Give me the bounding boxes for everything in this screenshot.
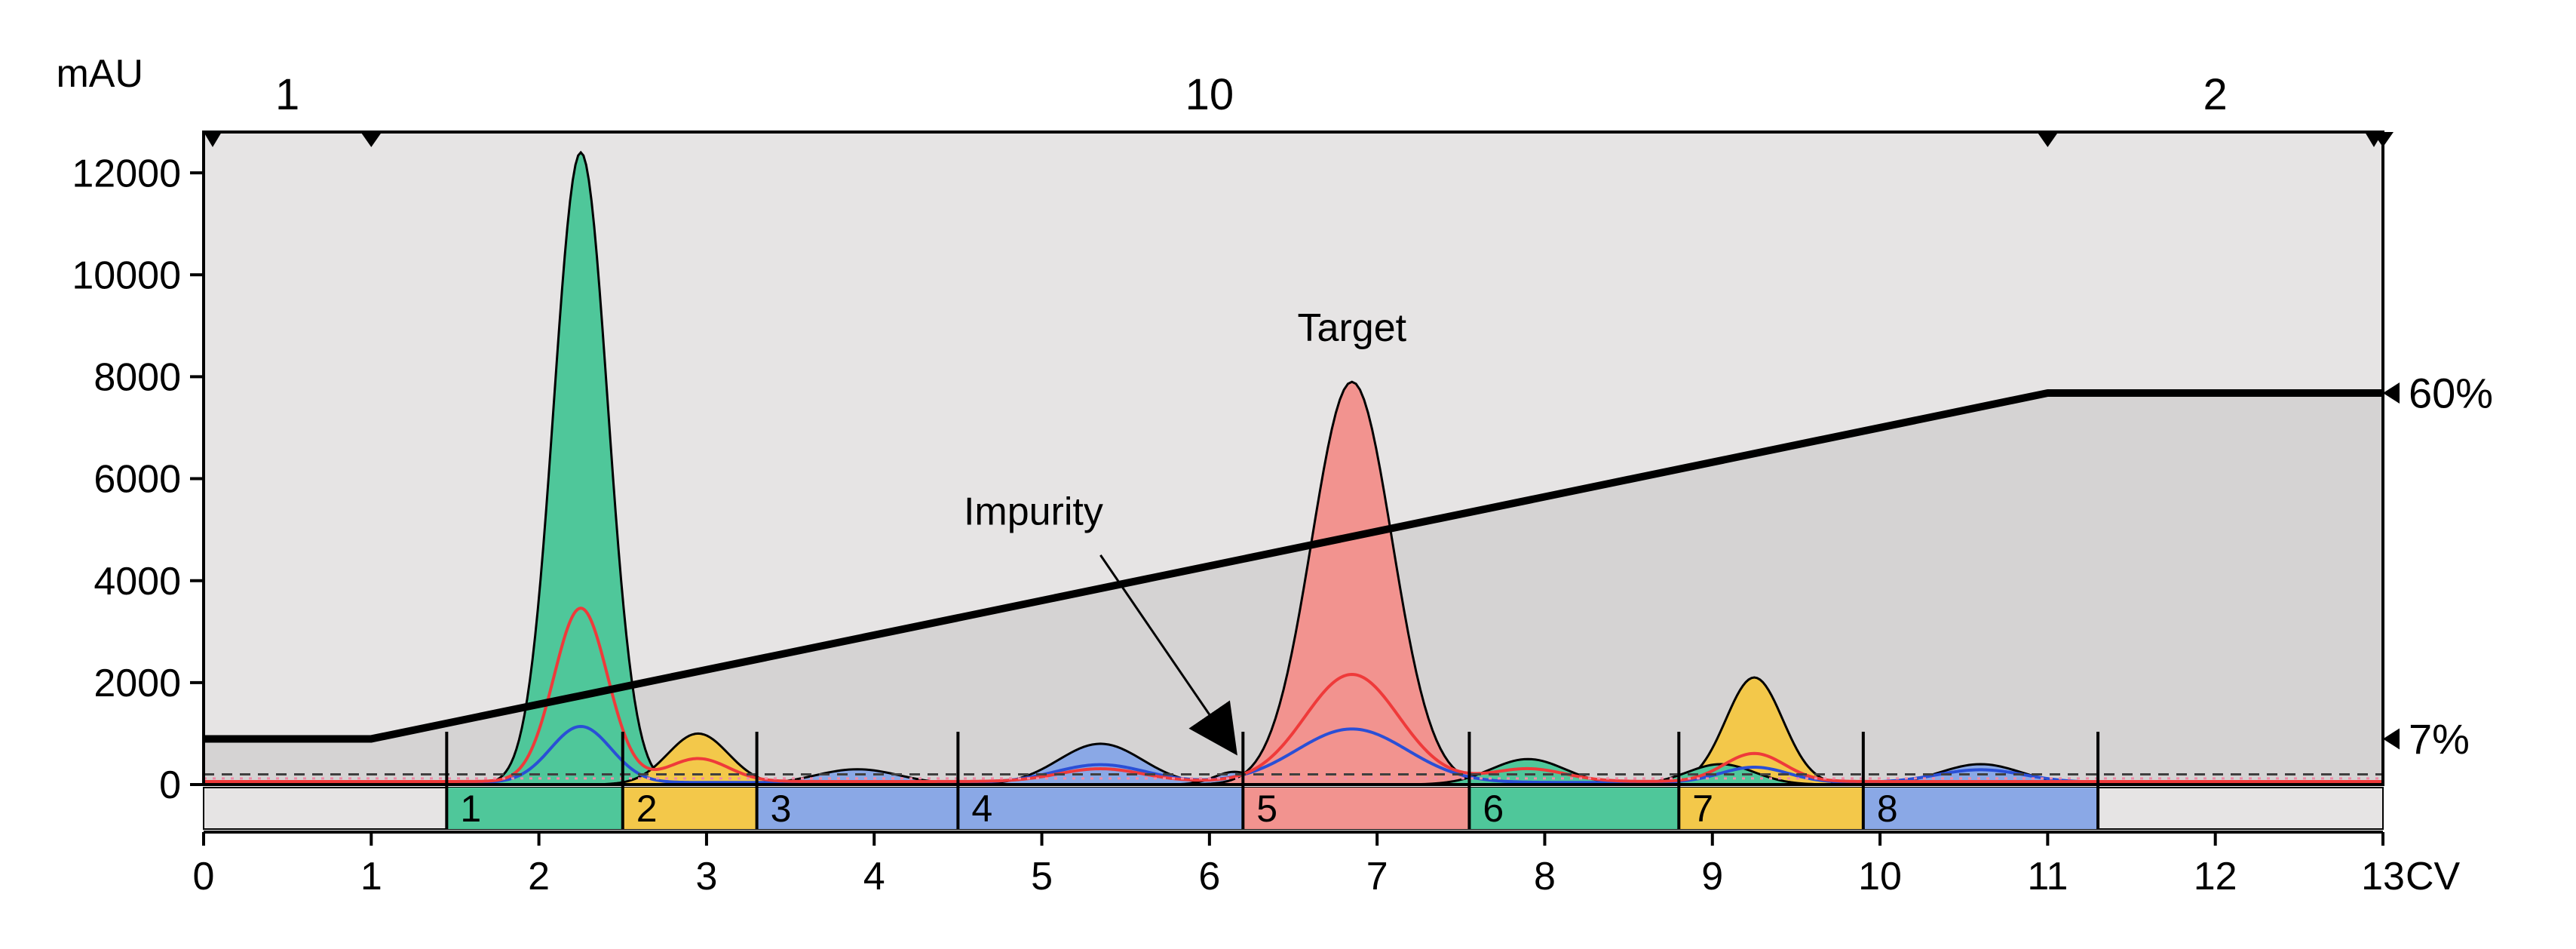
pct-label-1: 7% (2409, 715, 2470, 763)
x-tick-0: 0 (193, 855, 215, 898)
annotation-impurity: Impurity (964, 490, 1103, 533)
y-tick-6: 12000 (72, 152, 181, 195)
x-tick-13: 13 (2361, 855, 2405, 898)
fraction-label-6: 6 (1483, 788, 1504, 830)
y-axis-label: mAU (56, 52, 143, 96)
x-tick-4: 4 (863, 855, 885, 898)
top-segment-label-1: 10 (1185, 70, 1234, 119)
fraction-label-1: 1 (460, 788, 481, 830)
x-tick-9: 9 (1701, 855, 1723, 898)
y-tick-2: 4000 (94, 560, 181, 603)
x-tick-2: 2 (528, 855, 550, 898)
y-tick-4: 8000 (94, 356, 181, 400)
fraction-4 (958, 788, 1243, 829)
x-tick-8: 8 (1534, 855, 1556, 898)
x-tick-6: 6 (1198, 855, 1220, 898)
fraction-label-5: 5 (1256, 788, 1277, 830)
x-tick-11: 11 (2027, 855, 2068, 898)
x-tick-5: 5 (1031, 855, 1053, 898)
fraction-label-3: 3 (771, 788, 792, 830)
fraction-label-8: 8 (1877, 788, 1898, 830)
top-segment-label-0: 1 (275, 70, 299, 119)
y-tick-5: 10000 (72, 253, 181, 297)
top-segment-label-2: 2 (2203, 70, 2228, 119)
x-tick-10: 10 (1858, 855, 1902, 898)
fraction-label-4: 4 (971, 788, 992, 830)
fraction-label-2: 2 (636, 788, 658, 830)
chromatogram-chart: Target Impurity 0 2000 4000 6000 8000 10000 1200… (0, 0, 2576, 949)
fraction-label-7: 7 (1692, 788, 1713, 830)
x-tick-7: 7 (1366, 855, 1388, 898)
x-tick-3: 3 (695, 855, 717, 898)
y-tick-0: 0 (159, 763, 181, 807)
annotation-target: Target (1298, 306, 1407, 350)
x-tick-12: 12 (2194, 855, 2237, 898)
y-tick-1: 2000 (94, 662, 181, 705)
x-tick-1: 1 (360, 855, 382, 898)
y-tick-3: 6000 (94, 458, 181, 502)
fraction-8 (1863, 788, 2098, 829)
x-axis-label: CV (2406, 855, 2461, 898)
chart-svg: Target Impurity 0 2000 4000 6000 8000 10000 1200… (0, 0, 2576, 949)
pct-label-0: 60% (2409, 370, 2493, 417)
